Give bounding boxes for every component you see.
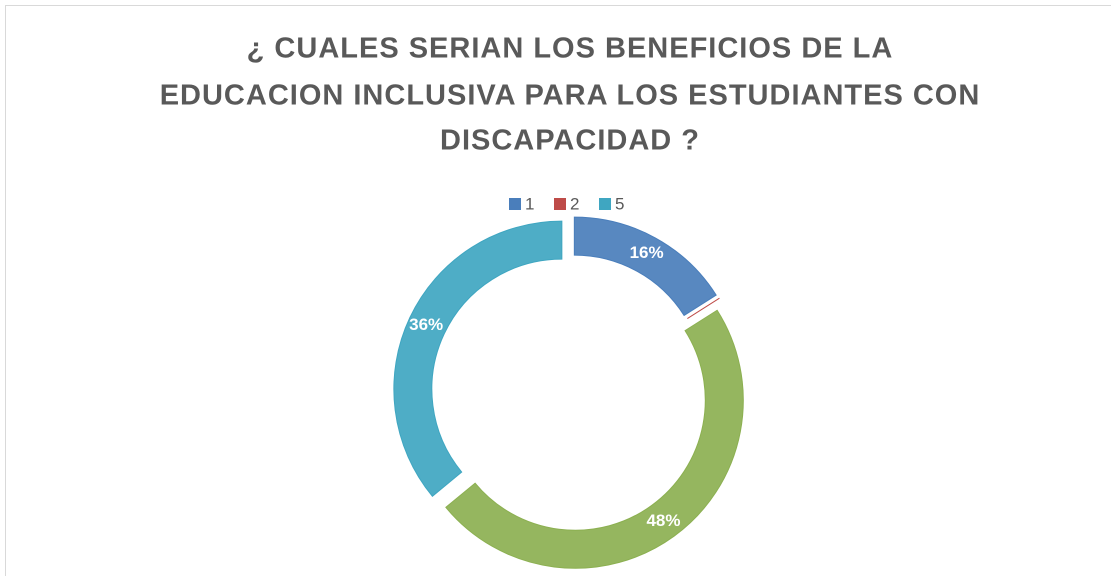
chart-title: EDUCACION INCLUSIVA PARA LOS ESTUDIANTES… bbox=[160, 80, 981, 112]
doughnut-slice bbox=[445, 309, 744, 569]
legend-swatch bbox=[554, 198, 566, 210]
legend-label: 2 bbox=[570, 194, 579, 213]
data-label: 16% bbox=[630, 243, 664, 262]
legend-swatch bbox=[599, 198, 611, 210]
data-label: 36% bbox=[409, 315, 443, 334]
doughnut-slice bbox=[687, 297, 720, 319]
doughnut-slice bbox=[393, 220, 563, 497]
legend-label: 1 bbox=[525, 194, 534, 213]
legend-label: 5 bbox=[615, 194, 624, 213]
legend-swatch bbox=[509, 198, 521, 210]
chart-title: DISCAPACIDAD ? bbox=[440, 125, 700, 157]
doughnut-slice bbox=[573, 216, 717, 317]
chart-frame bbox=[5, 5, 1111, 576]
chart-title: ¿ CUALES SERIAN LOS BENEFICIOS DE LA bbox=[247, 33, 894, 65]
data-label: 48% bbox=[646, 511, 680, 530]
